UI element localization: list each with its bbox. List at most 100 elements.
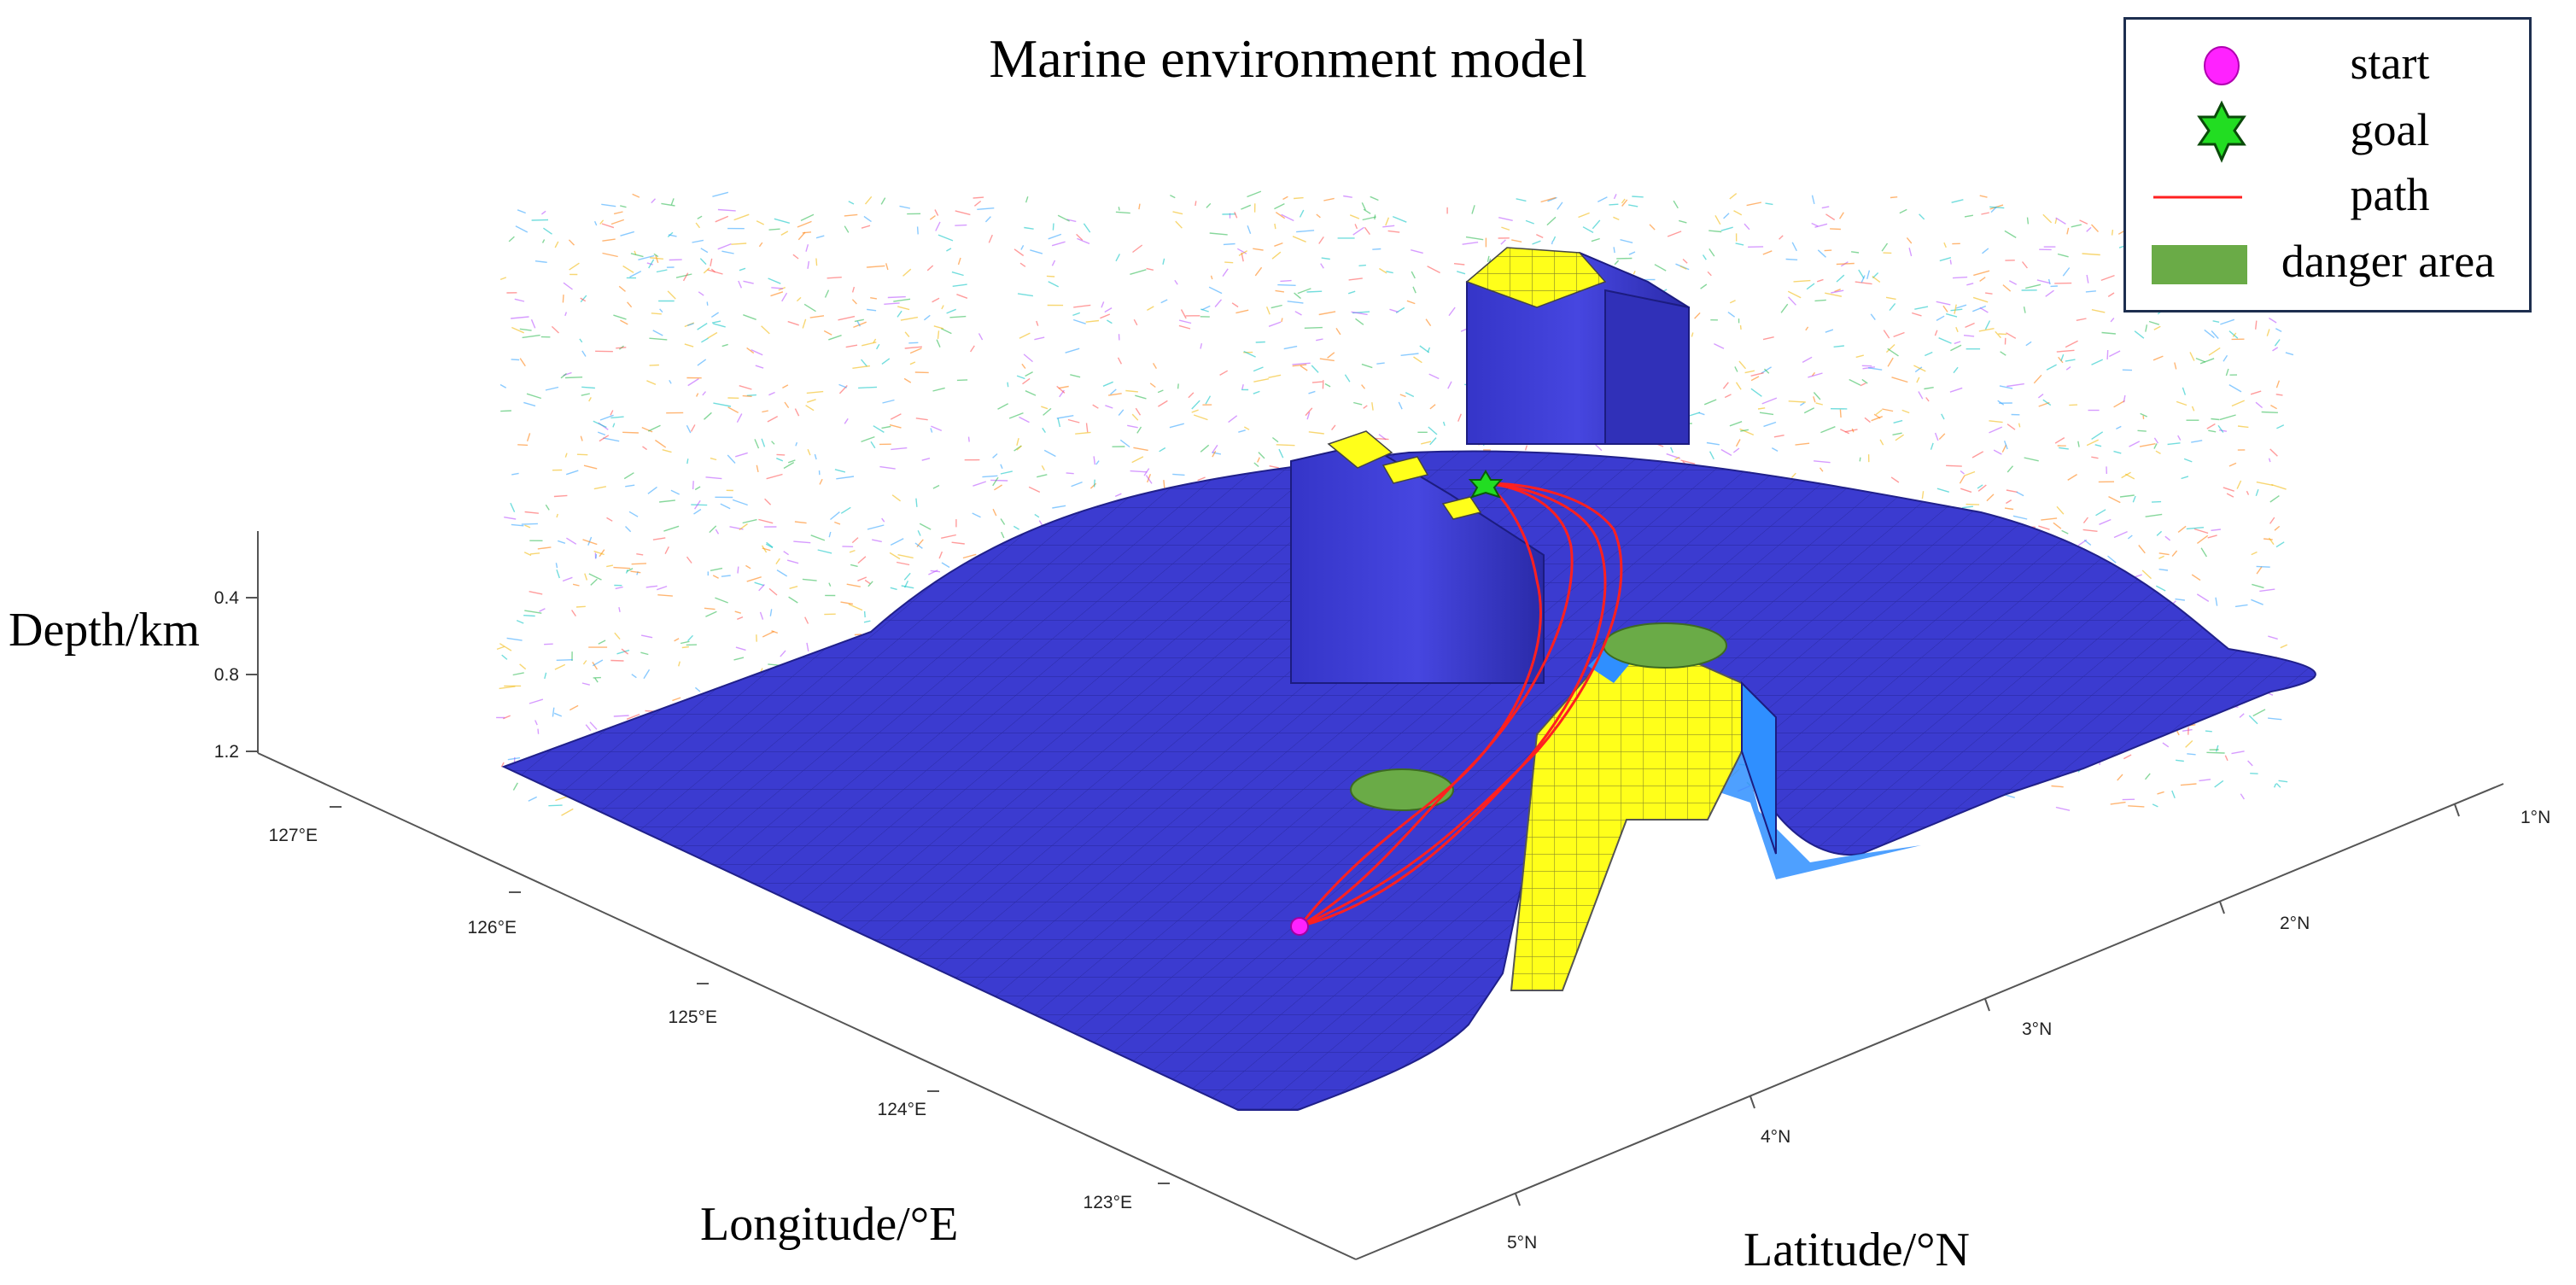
current-vector (2002, 445, 2006, 453)
current-vector (1936, 301, 1951, 305)
current-vector (1951, 309, 1963, 311)
current-vector (1972, 452, 1983, 458)
current-vector (713, 324, 725, 327)
current-vector (1362, 365, 1372, 368)
current-vector (524, 552, 531, 556)
current-vector (1024, 228, 1033, 230)
current-vector (1730, 301, 1735, 303)
current-vector (1890, 303, 1895, 310)
current-vector (629, 511, 638, 517)
current-vector (1820, 468, 1823, 471)
current-vector (922, 459, 930, 461)
current-vector (1053, 224, 1054, 231)
current-vector (756, 365, 763, 368)
current-vector (881, 198, 885, 205)
current-vector (1364, 406, 1368, 408)
current-vector (1305, 328, 1323, 329)
current-vector (1178, 383, 1179, 388)
legend-label: goal (2271, 103, 2509, 156)
danger-area-2 (1351, 769, 1453, 810)
current-vector (1414, 357, 1422, 363)
current-vector (554, 713, 562, 716)
current-vector (687, 459, 688, 464)
current-vector (852, 366, 870, 369)
current-vector (517, 210, 526, 213)
current-vector (1987, 494, 1994, 501)
current-vector (1317, 214, 1321, 218)
current-vector (1322, 258, 1330, 259)
current-vector (768, 417, 778, 422)
current-vector (2157, 531, 2162, 535)
current-vector (1744, 224, 1749, 230)
current-vector (776, 558, 780, 564)
legend-item-start: start (2126, 32, 2529, 96)
current-vector (1272, 438, 1278, 442)
current-vector (1808, 373, 1822, 377)
current-vector (1817, 279, 1823, 281)
current-vector (555, 242, 558, 248)
current-vector (897, 307, 909, 310)
current-vector (745, 565, 751, 568)
current-vector (798, 232, 805, 240)
current-vector (2154, 326, 2161, 330)
current-vector (1781, 304, 1788, 312)
current-vector (1068, 420, 1079, 423)
current-vector (543, 240, 545, 243)
current-vector (1255, 267, 1261, 276)
current-vector (2267, 330, 2269, 336)
current-vector (573, 584, 579, 586)
current-vector (2057, 506, 2064, 514)
current-vector (2159, 553, 2170, 555)
current-vector (2238, 426, 2248, 427)
current-vector (1867, 271, 1870, 279)
current-vector (2270, 496, 2280, 502)
current-vector (1119, 410, 1124, 416)
current-vector (1029, 487, 1040, 492)
current-vector (1393, 217, 1406, 223)
current-vector (2007, 466, 2012, 472)
current-vector (867, 525, 884, 529)
current-vector (1579, 213, 1590, 217)
current-vector (831, 512, 840, 520)
current-vector (1989, 427, 2002, 433)
current-vector (1019, 333, 1031, 338)
current-vector (998, 404, 1008, 410)
current-vector (1220, 371, 1228, 375)
current-vector (818, 550, 832, 553)
current-vector (1629, 252, 1635, 254)
current-vector (1059, 387, 1069, 388)
current-vector (713, 403, 731, 406)
current-vector (622, 649, 628, 654)
current-vector (2109, 351, 2120, 357)
x-tick: 124°E (878, 1100, 926, 1119)
current-vector (1075, 432, 1090, 434)
current-vector (974, 202, 980, 207)
current-vector (1275, 224, 1276, 229)
current-vector (2226, 369, 2228, 376)
legend-item-path: path (2126, 163, 2529, 228)
current-vector (1851, 252, 1859, 253)
current-vector (1454, 264, 1464, 265)
current-vector (873, 426, 885, 433)
current-vector (2206, 752, 2224, 753)
current-vector (2211, 331, 2218, 339)
current-vector (703, 392, 706, 395)
current-vector (2087, 227, 2091, 231)
current-vector (762, 411, 768, 412)
current-vector (1763, 337, 1774, 340)
current-vector (502, 655, 507, 659)
current-vector (1401, 353, 1419, 355)
current-vector (1276, 290, 1284, 292)
current-vector (777, 570, 787, 576)
current-vector (1622, 200, 1627, 207)
current-vector (1557, 202, 1563, 210)
current-vector (1024, 354, 1032, 362)
current-vector (694, 510, 701, 515)
current-vector (1135, 395, 1146, 399)
current-vector (1428, 427, 1437, 435)
current-vector (1229, 416, 1237, 423)
current-vector (1022, 364, 1025, 368)
current-vector (1375, 439, 1388, 440)
current-vector (1936, 433, 1938, 441)
current-vector (804, 304, 815, 311)
